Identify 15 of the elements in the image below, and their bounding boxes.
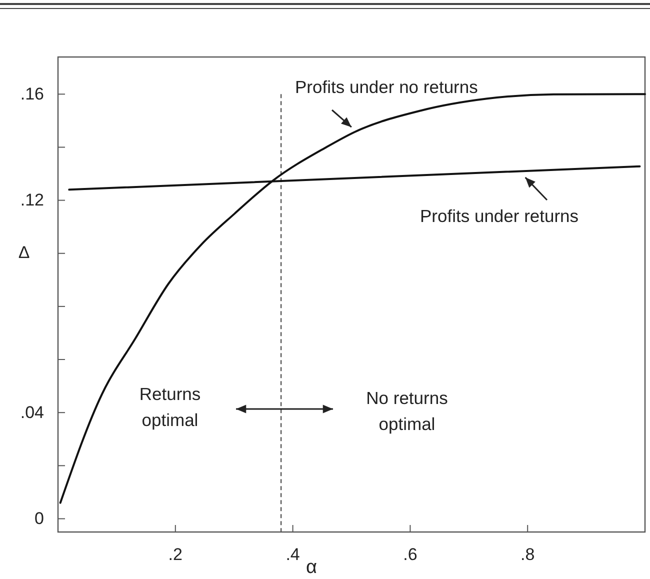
y-tick-label: .04 <box>20 403 44 422</box>
annotation: Profits under returns <box>420 206 579 226</box>
y-tick-label: .12 <box>20 190 44 210</box>
x-axis-title: α <box>306 557 318 578</box>
y-tick-label: .16 <box>20 84 44 104</box>
y-axis-title: Δ <box>18 242 30 262</box>
annotation: Returns optimal <box>139 384 201 430</box>
x-tick-label: .4 <box>286 545 300 564</box>
annotation: No returns optimal <box>366 388 448 434</box>
annotation: Profits under no returns <box>295 77 478 97</box>
x-tick-label: .8 <box>520 545 535 564</box>
x-tick-label: .2 <box>168 545 182 564</box>
line-series <box>59 93 646 504</box>
x-tick-label: .6 <box>403 545 418 564</box>
y-tick-label: 0 <box>34 509 44 528</box>
